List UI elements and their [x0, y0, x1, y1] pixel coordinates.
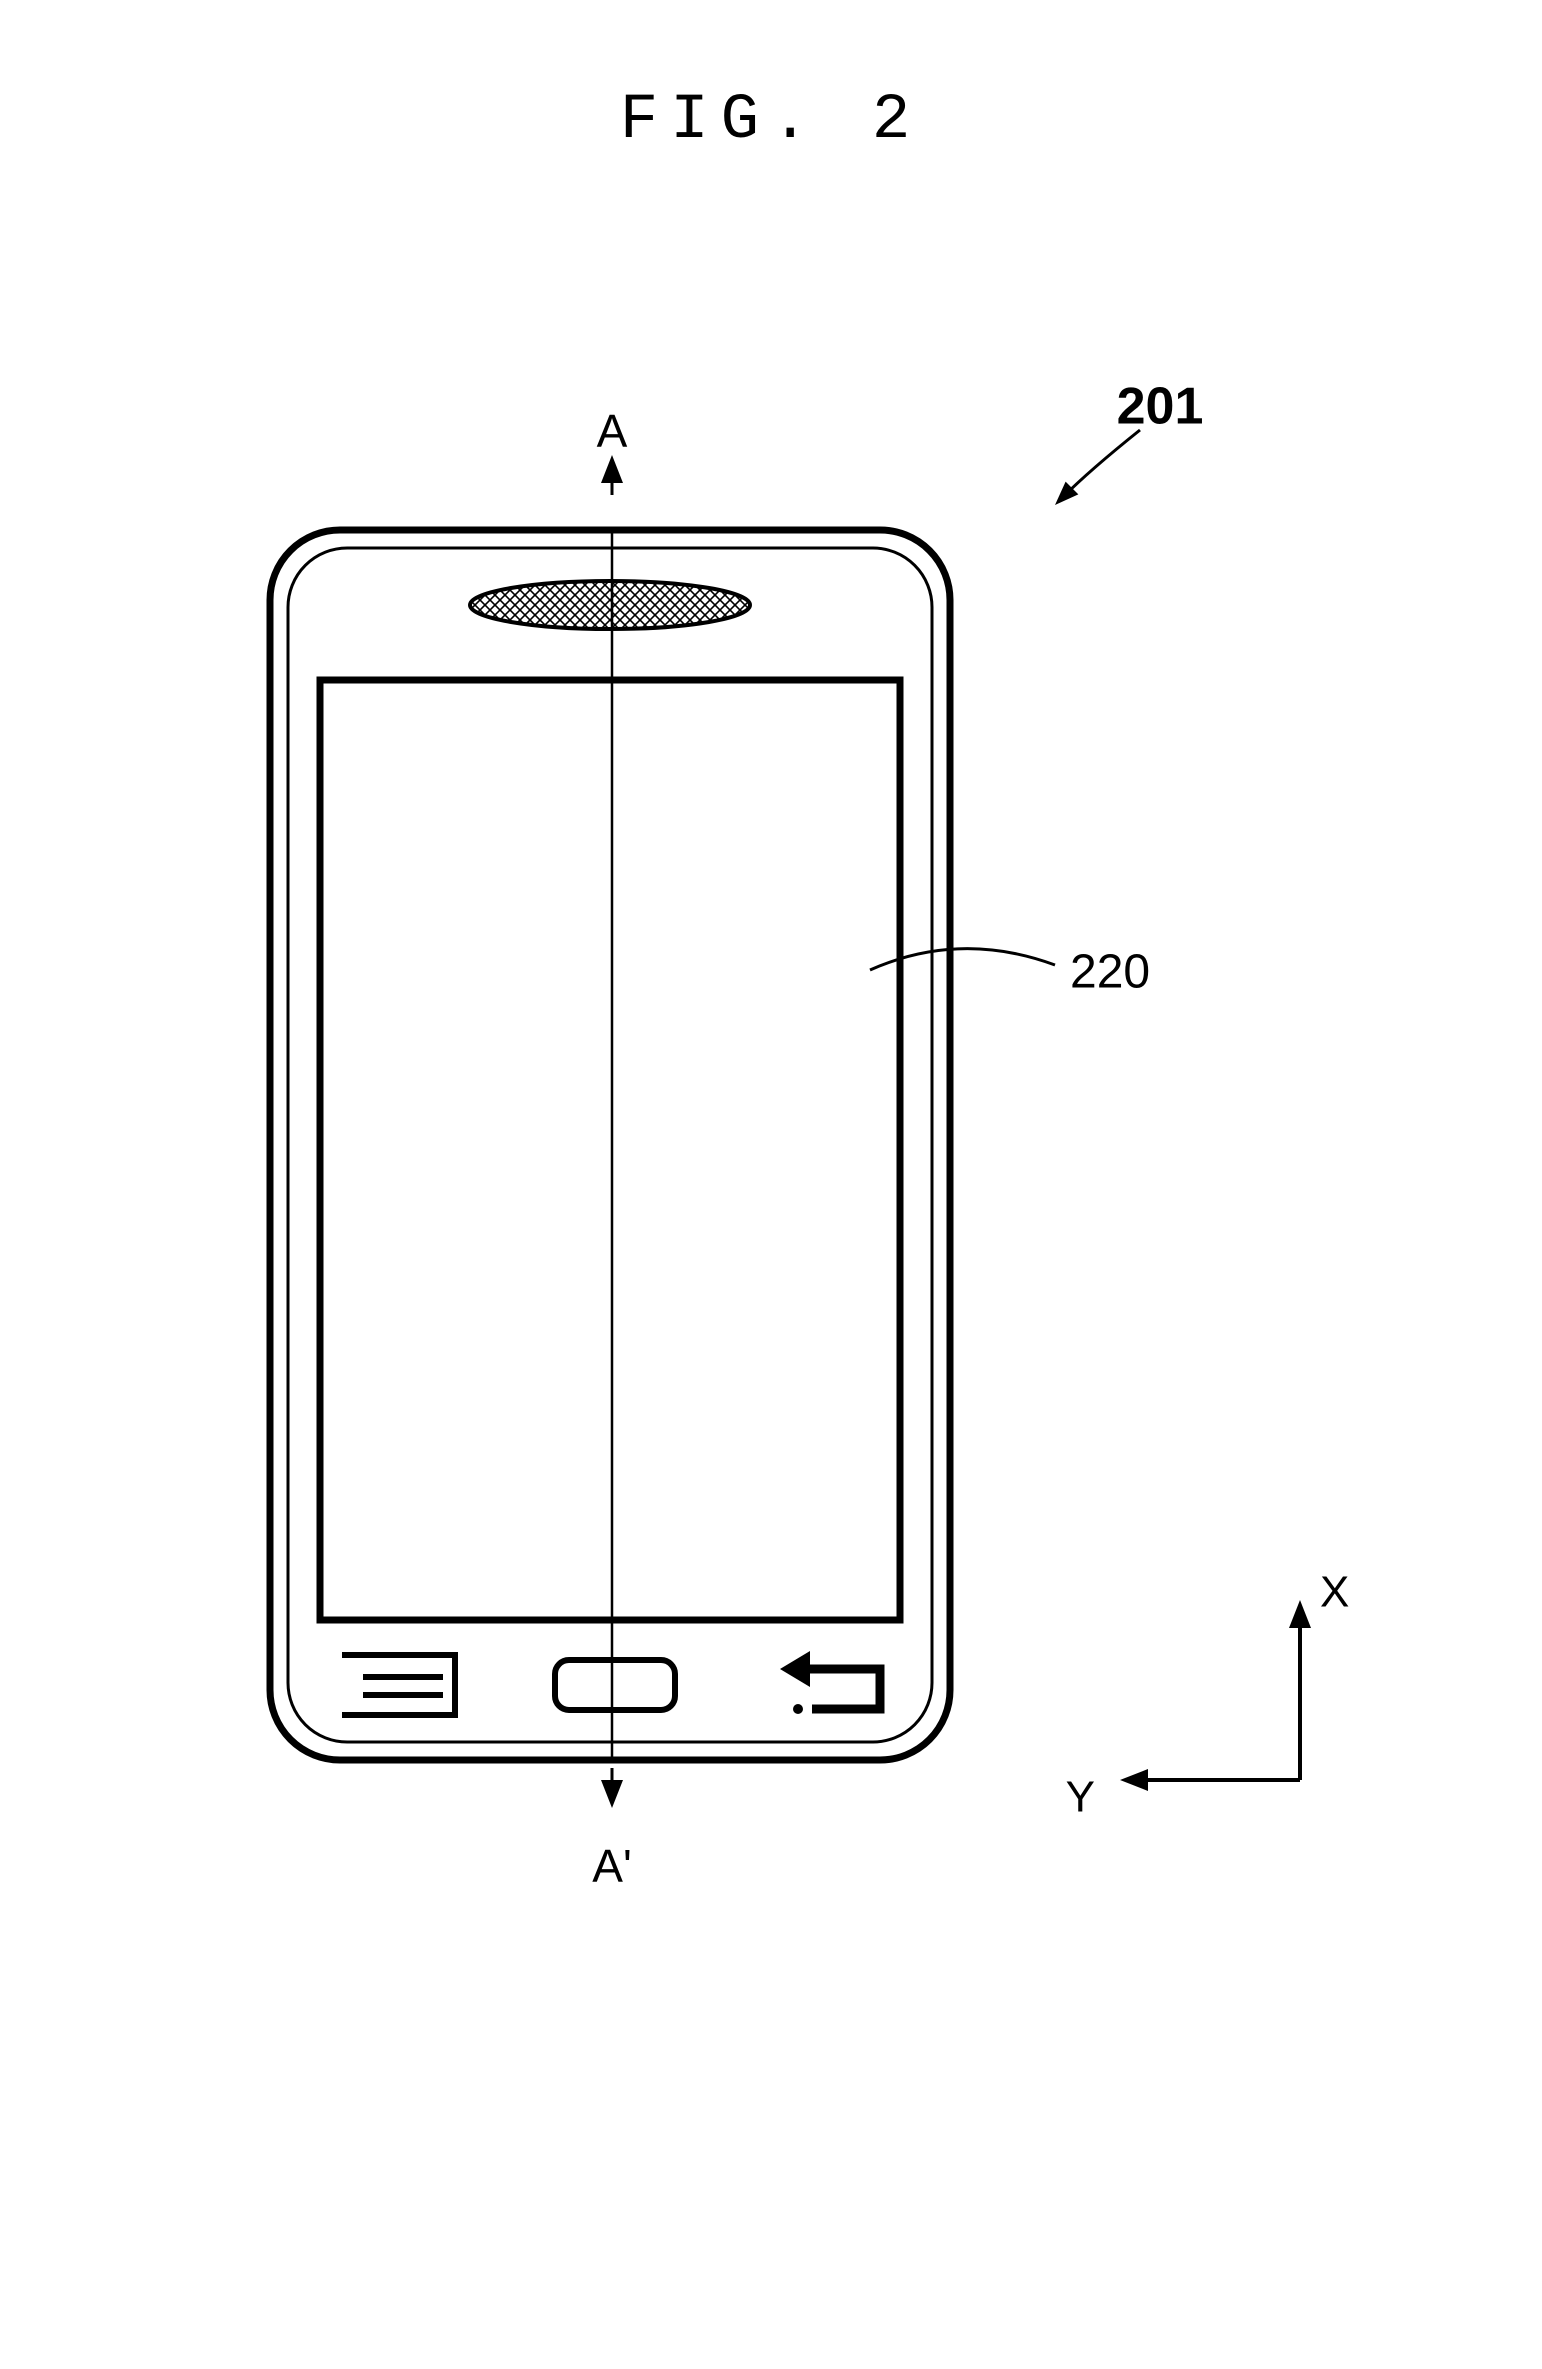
section-label-a-prime: A': [592, 1840, 631, 1892]
menu-button-icon: [345, 1655, 455, 1715]
phone-outer-shell: [270, 530, 950, 1760]
phone-device: [270, 530, 950, 1760]
display-screen: [320, 680, 900, 1620]
speaker-grille: [470, 581, 750, 629]
axis-y-label: Y: [1066, 1773, 1095, 1822]
coordinate-axes: XY: [1066, 1568, 1350, 1822]
reference-201: 201: [1055, 378, 1203, 505]
reference-201-label: 201: [1117, 378, 1204, 436]
axis-x-label: X: [1320, 1568, 1349, 1617]
back-button-icon: [780, 1651, 880, 1714]
reference-220-label: 220: [1070, 946, 1150, 999]
home-button-icon: [555, 1660, 675, 1710]
reference-220: 220: [870, 946, 1150, 999]
figure-title: FIG. 2: [620, 85, 922, 157]
phone-inner-bezel: [288, 548, 932, 1742]
section-label-a: A: [597, 405, 628, 457]
